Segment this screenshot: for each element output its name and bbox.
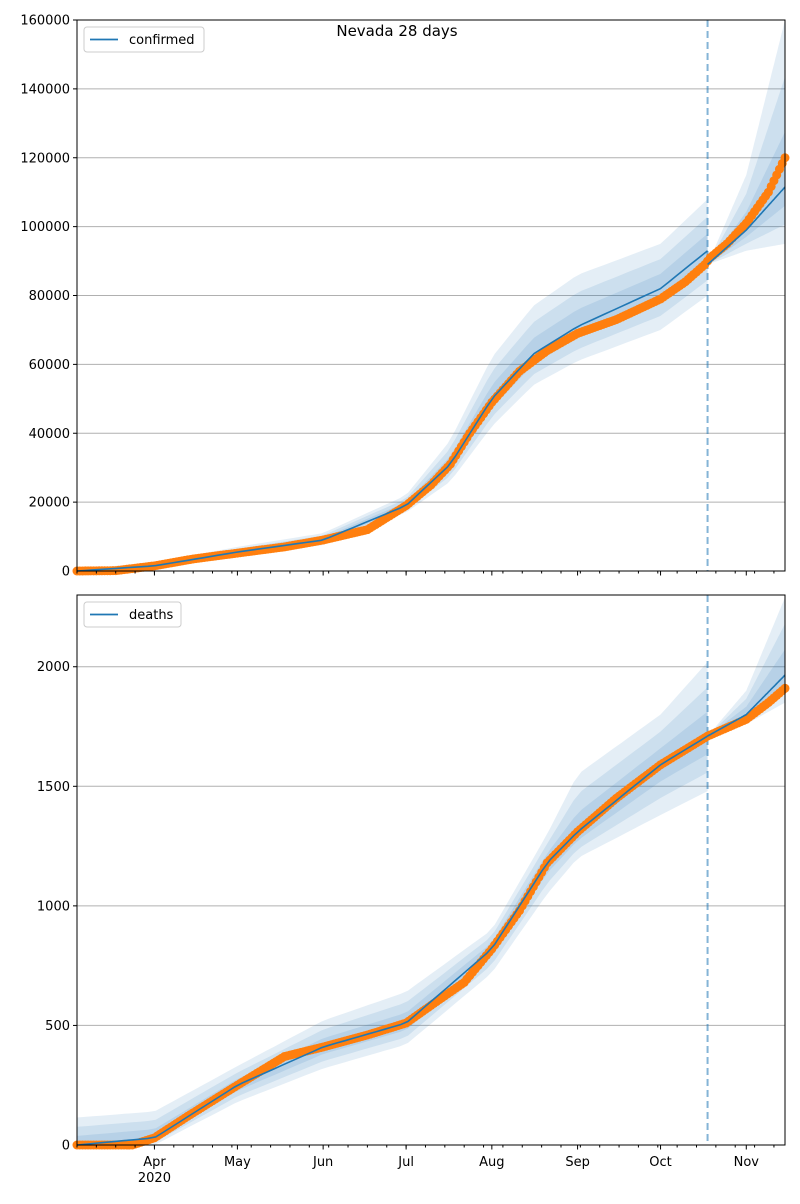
x-tick-label: Oct (649, 1155, 671, 1170)
y-tick-label: 1500 (37, 780, 70, 795)
x-year-label: 2020 (138, 1171, 171, 1186)
uncertainty-band (77, 662, 708, 1145)
y-tick-label: 160000 (20, 14, 70, 29)
x-tick-label: Apr (143, 1155, 166, 1170)
y-tick-label: 100000 (20, 220, 70, 235)
y-tick-label: 2000 (37, 660, 70, 675)
y-tick-label: 20000 (29, 496, 70, 511)
legend: confirmed (83, 26, 205, 53)
legend-label: deaths (129, 608, 174, 623)
axes-frame (76, 594, 786, 1146)
x-tick-label: Jun (312, 1155, 333, 1170)
panel-confirmed: 0 20000 40000 60000 80000 100000 120000 140000 1… (20, 14, 790, 580)
axes-frame (76, 19, 786, 572)
legend-label: confirmed (129, 33, 195, 48)
legend-box (83, 26, 205, 53)
y-tick-label: 80000 (29, 289, 70, 304)
model-line (707, 674, 786, 737)
y-tick-label: 60000 (29, 358, 70, 373)
y-tick-label: 0 (62, 1139, 70, 1154)
x-tick-label: May (224, 1155, 251, 1170)
x-tick-label: Nov (734, 1155, 760, 1170)
legend-box (83, 601, 182, 628)
y-tick-label: 0 (62, 565, 70, 580)
panel-deaths: 0 500 1000 1500 2000 Apr May Jun Jul Aug Sep Oct Nov… (37, 594, 790, 1186)
chart-title: Nevada 28 days (336, 22, 457, 40)
x-tick-label: Jul (397, 1155, 414, 1170)
y-tick-label: 140000 (20, 82, 70, 97)
y-tick-label: 40000 (29, 427, 70, 442)
y-tick-label: 120000 (20, 151, 70, 166)
x-tick-label: Sep (565, 1155, 590, 1170)
model-line (76, 250, 709, 572)
model-line (707, 186, 786, 266)
uncertainty-band (707, 76, 785, 265)
model-line (76, 735, 709, 1146)
legend: deaths (83, 601, 182, 628)
x-tick-label: Aug (479, 1155, 504, 1170)
y-tick-label: 500 (45, 1019, 70, 1034)
y-tick-label: 1000 (37, 899, 70, 914)
uncertainty-band (707, 649, 785, 737)
